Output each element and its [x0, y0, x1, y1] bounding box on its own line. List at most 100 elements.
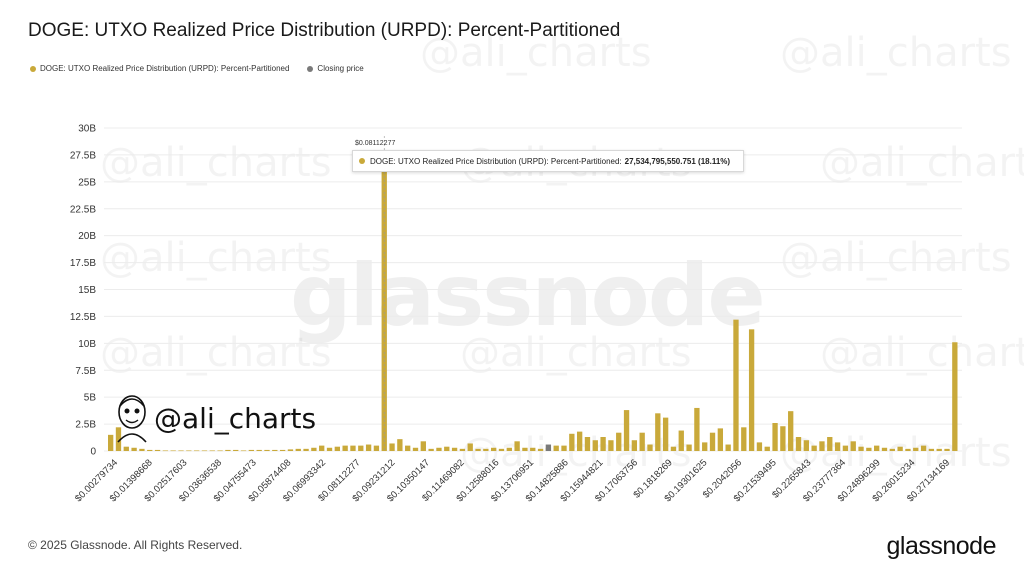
- bar[interactable]: [717, 428, 724, 451]
- bar[interactable]: [319, 445, 325, 451]
- bar[interactable]: [600, 437, 606, 451]
- bar[interactable]: [115, 427, 122, 451]
- bar[interactable]: [905, 448, 911, 451]
- bar[interactable]: [702, 442, 708, 451]
- bar[interactable]: [467, 443, 473, 451]
- bar[interactable]: [952, 342, 958, 451]
- bar[interactable]: [240, 450, 247, 452]
- bar[interactable]: [326, 447, 333, 451]
- bar[interactable]: [170, 450, 176, 452]
- bar[interactable]: [889, 448, 895, 451]
- bar[interactable]: [866, 447, 872, 451]
- bar[interactable]: [608, 440, 614, 451]
- bar[interactable]: [748, 329, 755, 451]
- bar[interactable]: [834, 442, 841, 451]
- bar[interactable]: [616, 432, 622, 451]
- bar[interactable]: [795, 437, 802, 451]
- bar[interactable]: [631, 440, 638, 451]
- bar[interactable]: [928, 448, 935, 451]
- bar[interactable]: [451, 447, 458, 451]
- bar[interactable]: [279, 449, 286, 451]
- bar[interactable]: [358, 445, 364, 451]
- bar[interactable]: [397, 439, 403, 451]
- bar[interactable]: [936, 448, 942, 451]
- bar[interactable]: [647, 444, 653, 451]
- bar[interactable]: [131, 447, 137, 451]
- bar[interactable]: [256, 449, 262, 451]
- bar[interactable]: [162, 450, 169, 452]
- bar[interactable]: [225, 449, 231, 451]
- bar[interactable]: [498, 448, 505, 451]
- legend-item-closing-price[interactable]: Closing price: [307, 64, 364, 73]
- bar[interactable]: [756, 442, 763, 451]
- bar[interactable]: [139, 448, 145, 451]
- bar[interactable]: [365, 444, 372, 451]
- bar[interactable]: [913, 447, 919, 451]
- bar[interactable]: [944, 448, 950, 451]
- bar[interactable]: [537, 448, 544, 451]
- bar[interactable]: [303, 448, 309, 451]
- bar[interactable]: [803, 440, 809, 451]
- bar[interactable]: [874, 445, 880, 451]
- bar[interactable]: [670, 446, 677, 451]
- bar[interactable]: [623, 410, 630, 451]
- closing-price-bar[interactable]: [545, 444, 552, 451]
- bar[interactable]: [108, 434, 114, 451]
- bar[interactable]: [522, 447, 528, 451]
- bar[interactable]: [733, 319, 739, 451]
- bar[interactable]: [295, 448, 301, 451]
- bar[interactable]: [483, 448, 489, 451]
- bar[interactable]: [655, 413, 661, 451]
- bar[interactable]: [858, 446, 864, 451]
- bar[interactable]: [444, 446, 450, 451]
- legend-item-urpd[interactable]: DOGE: UTXO Realized Price Distribution (…: [30, 64, 289, 73]
- bar[interactable]: [248, 449, 255, 451]
- bar[interactable]: [842, 445, 849, 451]
- bar[interactable]: [491, 447, 497, 451]
- bar[interactable]: [772, 423, 778, 451]
- bar[interactable]: [780, 426, 786, 451]
- bar[interactable]: [154, 449, 161, 451]
- bar[interactable]: [373, 445, 380, 451]
- bar[interactable]: [897, 446, 903, 451]
- bar[interactable]: [381, 154, 387, 451]
- bar[interactable]: [569, 433, 575, 451]
- bar[interactable]: [264, 449, 270, 451]
- bar[interactable]: [530, 447, 536, 451]
- bar[interactable]: [334, 446, 340, 451]
- bar[interactable]: [514, 441, 520, 451]
- bar[interactable]: [311, 447, 317, 451]
- bar[interactable]: [741, 427, 747, 451]
- bar[interactable]: [193, 450, 200, 452]
- bar[interactable]: [920, 445, 927, 451]
- bar[interactable]: [592, 440, 598, 451]
- bar[interactable]: [553, 445, 559, 451]
- bar[interactable]: [694, 407, 700, 451]
- bar[interactable]: [881, 447, 888, 451]
- bar[interactable]: [764, 446, 770, 451]
- bar[interactable]: [850, 441, 856, 451]
- bar[interactable]: [287, 449, 294, 451]
- bar[interactable]: [405, 445, 411, 451]
- bar[interactable]: [709, 432, 716, 451]
- bar[interactable]: [459, 448, 466, 451]
- bar[interactable]: [147, 449, 153, 451]
- bar[interactable]: [584, 437, 591, 451]
- bar[interactable]: [475, 448, 481, 451]
- bar[interactable]: [725, 444, 731, 451]
- bar[interactable]: [788, 411, 794, 451]
- bar[interactable]: [272, 449, 278, 451]
- bar[interactable]: [342, 445, 348, 451]
- bar[interactable]: [186, 450, 192, 452]
- bar[interactable]: [436, 447, 442, 451]
- bar[interactable]: [233, 449, 239, 451]
- bar[interactable]: [686, 444, 692, 451]
- bar[interactable]: [819, 441, 825, 451]
- bar[interactable]: [209, 450, 215, 452]
- bar[interactable]: [201, 450, 208, 452]
- bar[interactable]: [678, 430, 684, 451]
- bar[interactable]: [428, 448, 434, 451]
- bar[interactable]: [350, 445, 356, 451]
- bar[interactable]: [576, 431, 583, 451]
